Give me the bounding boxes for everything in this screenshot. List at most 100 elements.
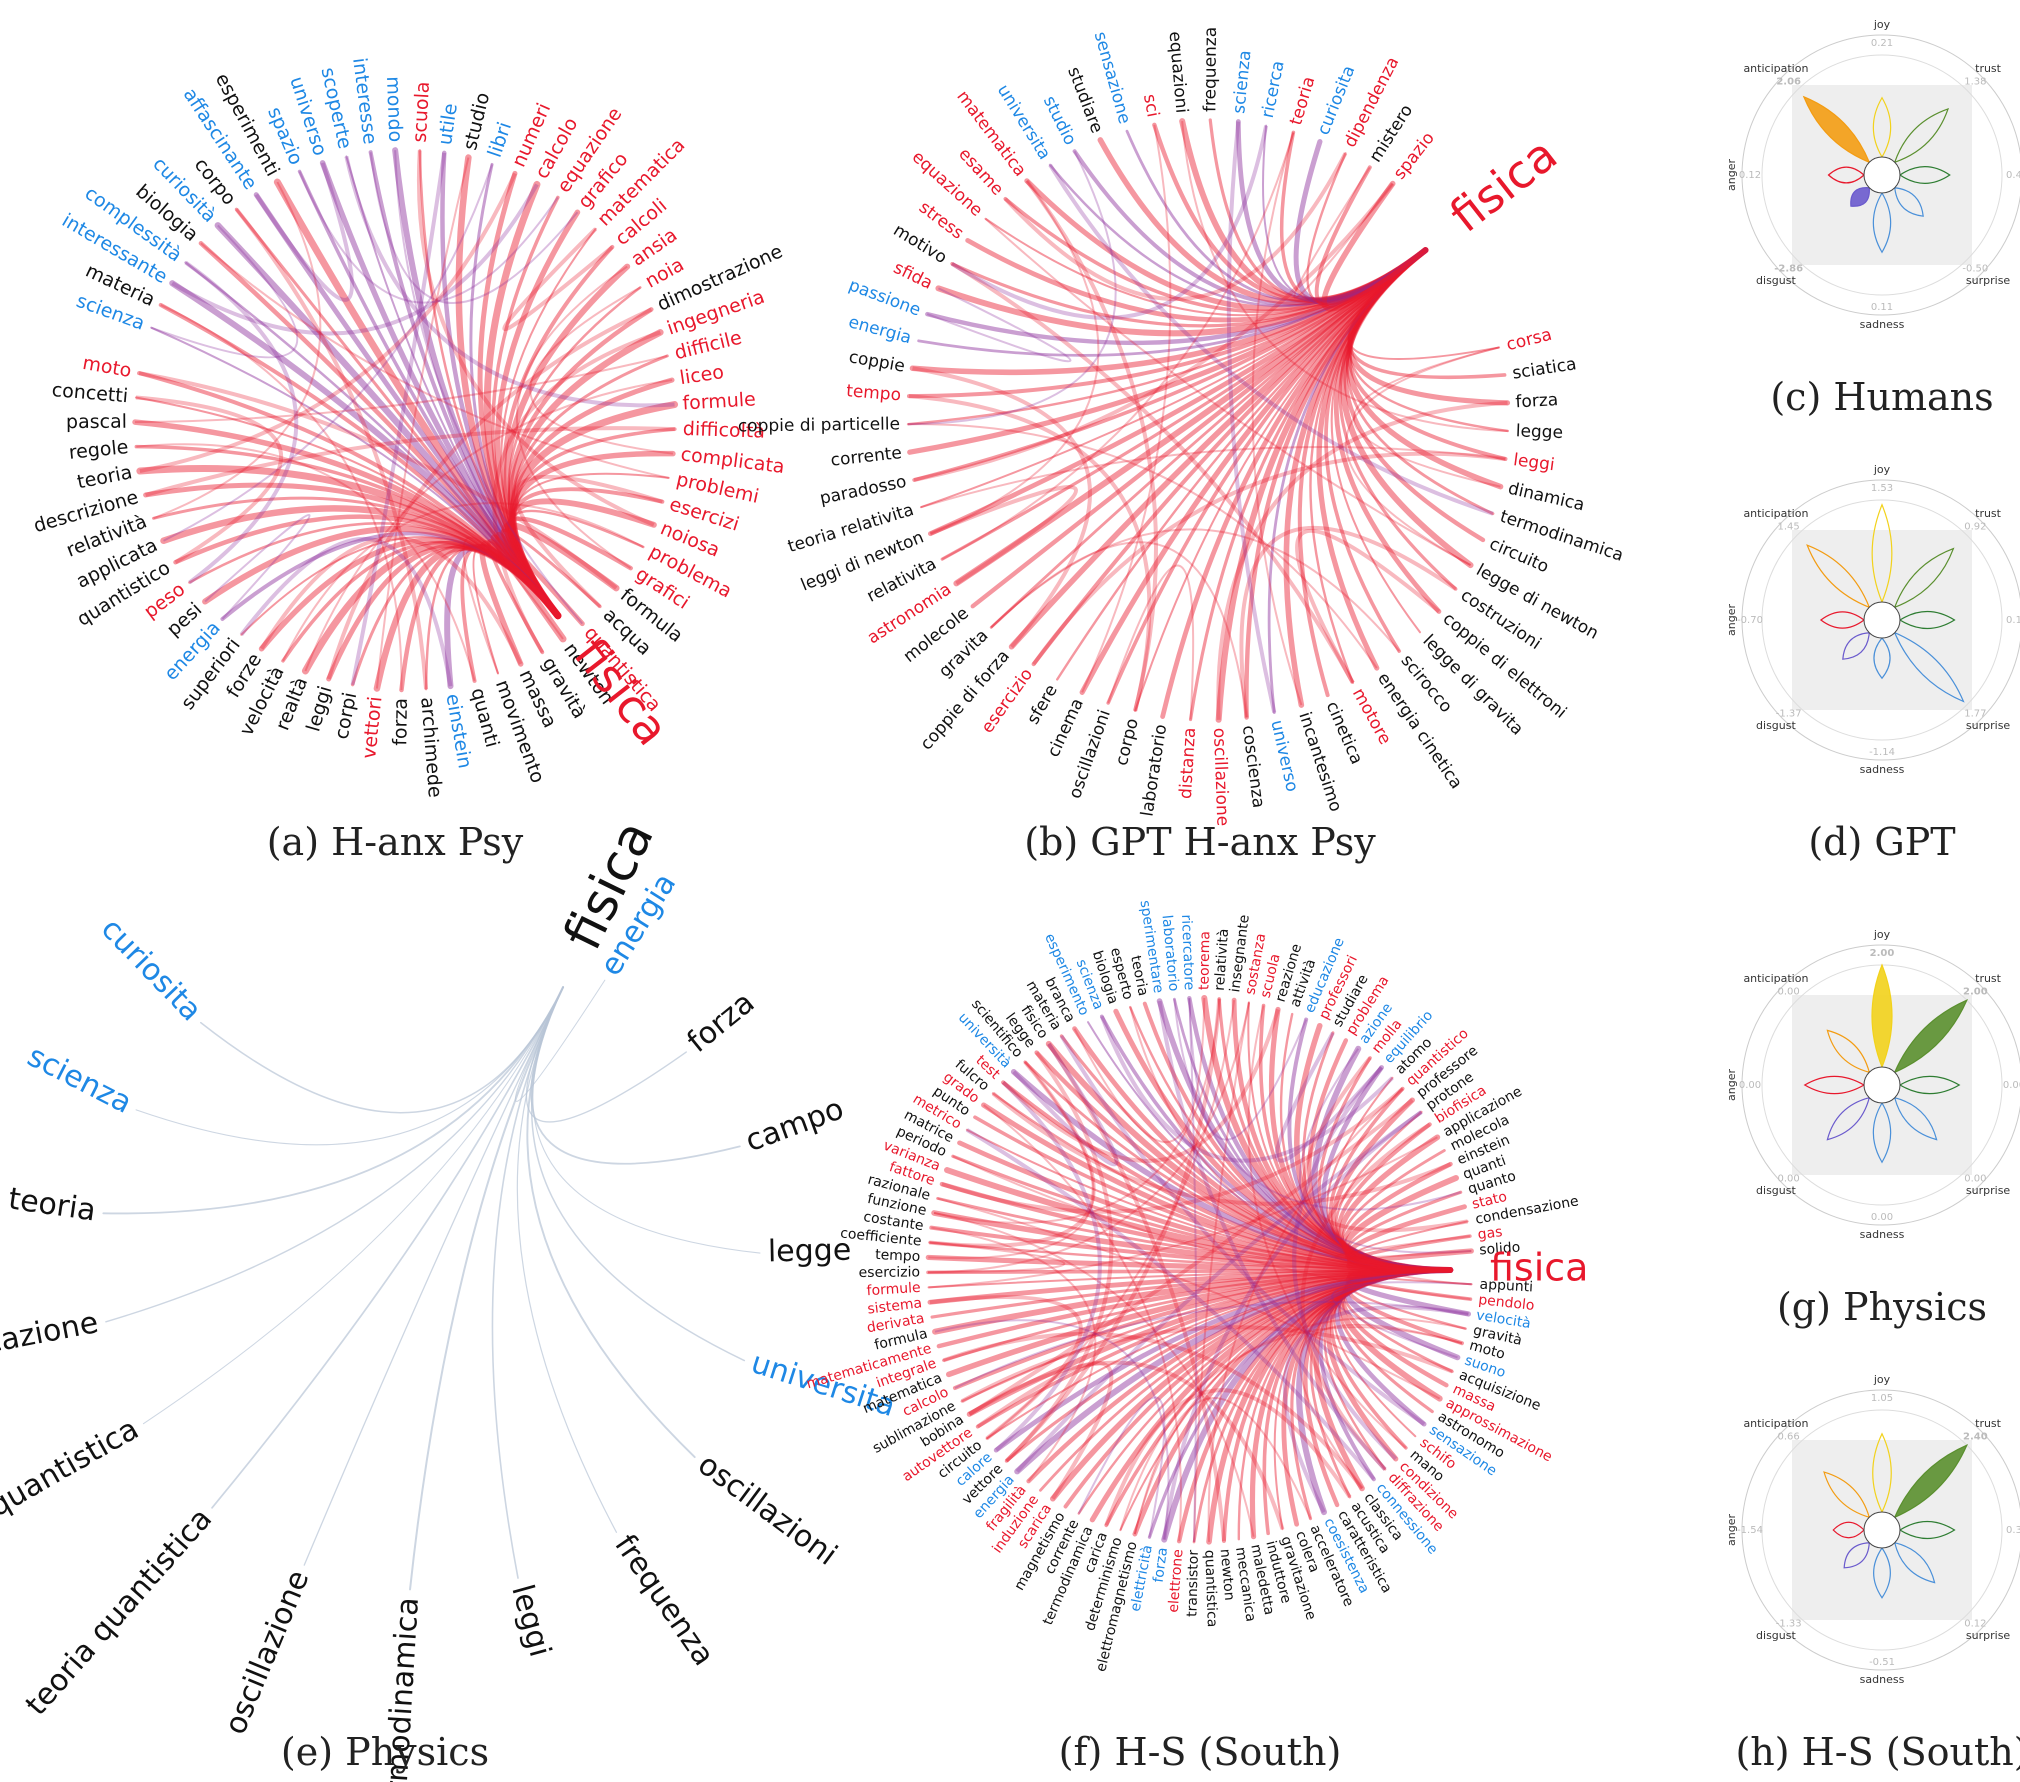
edge-f-57 [925,1254,1453,1273]
axis-label-c-anger: anger [1725,159,1738,191]
word-a-14: scuola [409,81,434,143]
edge-b-48 [1072,149,1428,306]
word-e-14: scienza [22,1039,138,1121]
word-b-56: teoria [1286,74,1319,127]
word-f-56: esercizio [859,1264,920,1281]
word-f-85: teorema [1196,931,1213,990]
petal-g-disgust [1826,1096,1871,1141]
edge-f-48 [952,1268,1453,1391]
chord-a-66 [135,395,284,564]
edge-b-36 [906,248,1427,426]
outer-ring-g [1741,944,2020,1226]
chord-a-46 [239,537,453,687]
edges-a [132,147,679,693]
edge-b-32 [927,247,1428,537]
chord-f-46 [968,1098,1414,1416]
word-e-9: oscillazione [218,1565,317,1739]
chord-f-32 [1133,1317,1466,1535]
word-f-83: laboratorio [1158,914,1181,992]
chord-f-38 [976,1361,1114,1500]
edge-a-31 [511,427,677,618]
edge-b-31 [940,248,1428,561]
chord-f-52 [934,1319,1170,1540]
edge-b-55 [1262,124,1427,302]
edge-a-7 [253,192,561,619]
edge-f-9 [1337,1268,1452,1414]
edge-e-10 [211,986,564,1509]
edge-b-9 [1338,248,1458,591]
center-disk-c [1863,156,1901,194]
petal-d-fear [1898,610,1956,630]
edge-b-10 [1334,247,1442,614]
petal-c-anticipation [1802,95,1871,164]
edge-a-10 [319,160,561,619]
word-a-15: utile [434,102,462,147]
chord-b-16 [1251,132,1303,706]
edge-a-2 [169,280,561,619]
chord-f-70 [994,1080,1102,1452]
edge-b-39 [917,248,1427,357]
word-b-22: corpo [1112,716,1143,767]
edge-a-15 [440,150,561,618]
chord-b-26 [1032,451,1506,666]
petal-h-anger [1832,1521,1865,1539]
edge-b-23 [1106,248,1428,705]
edge-f-75 [1059,1034,1452,1272]
edge-b-58 [1306,152,1427,306]
axis-value-h-sadness: -0.51 [1869,1657,1895,1668]
word-b-18: coscienza [1238,724,1269,809]
axis-label-g-trust: trust [1975,972,2002,985]
edge-f-64 [951,1154,1452,1272]
axis-label-d-anger: anger [1725,604,1738,636]
axis-label-g-surprise: surprise [1966,1184,2011,1197]
center-disk-d [1863,601,1901,639]
chord-a-2 [171,183,539,336]
axis-value-d-anger: -0.70 [1737,615,1763,626]
chord-f-28 [1193,1002,1250,1542]
panel-c-emotion-flower: joy0.21trust1.38fear0.4surprise-0.50sadn… [1725,18,2020,331]
edge-b-27 [1008,247,1429,650]
chord-a-0 [150,224,299,359]
edge-b-16 [1283,247,1429,708]
axis-label-d-anticipation: anticipation [1743,507,1808,520]
word-e-13: teoria [6,1181,98,1228]
edge-a-12 [368,150,560,618]
chord-f-104 [928,1136,1438,1289]
edge-f-42 [1004,1268,1452,1463]
hub-word-b: fisica [1440,127,1567,243]
edge-f-30 [1161,1267,1454,1543]
axis-label-h-disgust: disgust [1756,1629,1796,1642]
word-f-30: forza [1151,1547,1171,1584]
word-b-53: frequenza [1200,27,1221,112]
word-a-65: pascal [66,411,127,433]
chord-f-14 [1300,1122,1431,1471]
edge-b-17 [1267,248,1427,714]
petal-c-disgust [1850,187,1870,207]
petal-c-fear [1898,166,1951,184]
axis-value-c-anger: 0.12 [1739,170,1761,181]
edge-f-102 [1334,1110,1452,1272]
edge-a-42 [487,539,560,655]
edges-e [102,979,761,1591]
chord-b-22 [908,394,1152,712]
petal-d-joy [1871,503,1893,604]
edge-a-34 [509,487,665,618]
edge-b-51 [1152,122,1428,303]
edge-a-49 [373,544,562,692]
chord-b-34 [913,182,1395,482]
edge-f-7 [1340,1267,1453,1388]
chord-b-42 [950,125,1269,320]
edge-a-63 [136,465,562,620]
chord-f-60 [933,998,1221,1224]
edge-b-30 [953,247,1429,587]
chord-a-58 [184,260,299,585]
chord-f-10 [1059,1034,1426,1426]
edge-f-53 [930,1268,1452,1319]
edge-a-26 [507,307,654,618]
edge-b-3 [1348,248,1509,433]
axis-label-h-surprise: surprise [1966,1629,2011,1642]
edge-a-38 [501,521,620,619]
edge-e-11 [142,986,564,1425]
edge-b-4 [1347,248,1508,461]
word-e-1: forza [681,985,762,1060]
